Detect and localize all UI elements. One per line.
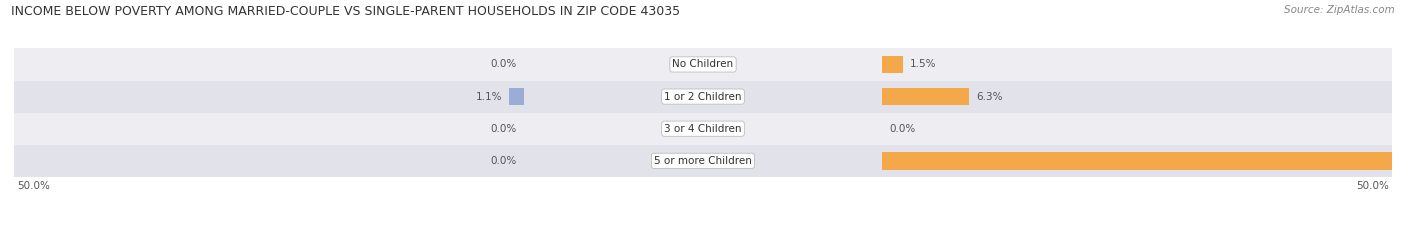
Text: 0.0%: 0.0%	[491, 156, 517, 166]
Bar	[882, 88, 969, 105]
Text: 6.3%: 6.3%	[976, 92, 1002, 102]
Bar	[14, 81, 1392, 113]
Text: 0.0%: 0.0%	[491, 59, 517, 69]
Bar	[14, 113, 1392, 145]
Text: 1.5%: 1.5%	[910, 59, 936, 69]
Text: Source: ZipAtlas.com: Source: ZipAtlas.com	[1284, 5, 1395, 15]
Text: 0.0%: 0.0%	[491, 124, 517, 134]
Text: 5 or more Children: 5 or more Children	[654, 156, 752, 166]
Bar	[882, 152, 1406, 170]
Bar	[882, 56, 903, 73]
Bar	[14, 48, 1392, 81]
Text: 50.0%: 50.0%	[1357, 181, 1389, 191]
Text: 1.1%: 1.1%	[475, 92, 502, 102]
Bar	[509, 88, 524, 105]
Text: 3 or 4 Children: 3 or 4 Children	[664, 124, 742, 134]
Text: 1 or 2 Children: 1 or 2 Children	[664, 92, 742, 102]
Text: 50.0%: 50.0%	[17, 181, 49, 191]
Bar	[14, 145, 1392, 177]
Text: No Children: No Children	[672, 59, 734, 69]
Text: 0.0%: 0.0%	[889, 124, 915, 134]
Text: INCOME BELOW POVERTY AMONG MARRIED-COUPLE VS SINGLE-PARENT HOUSEHOLDS IN ZIP COD: INCOME BELOW POVERTY AMONG MARRIED-COUPL…	[11, 5, 681, 18]
